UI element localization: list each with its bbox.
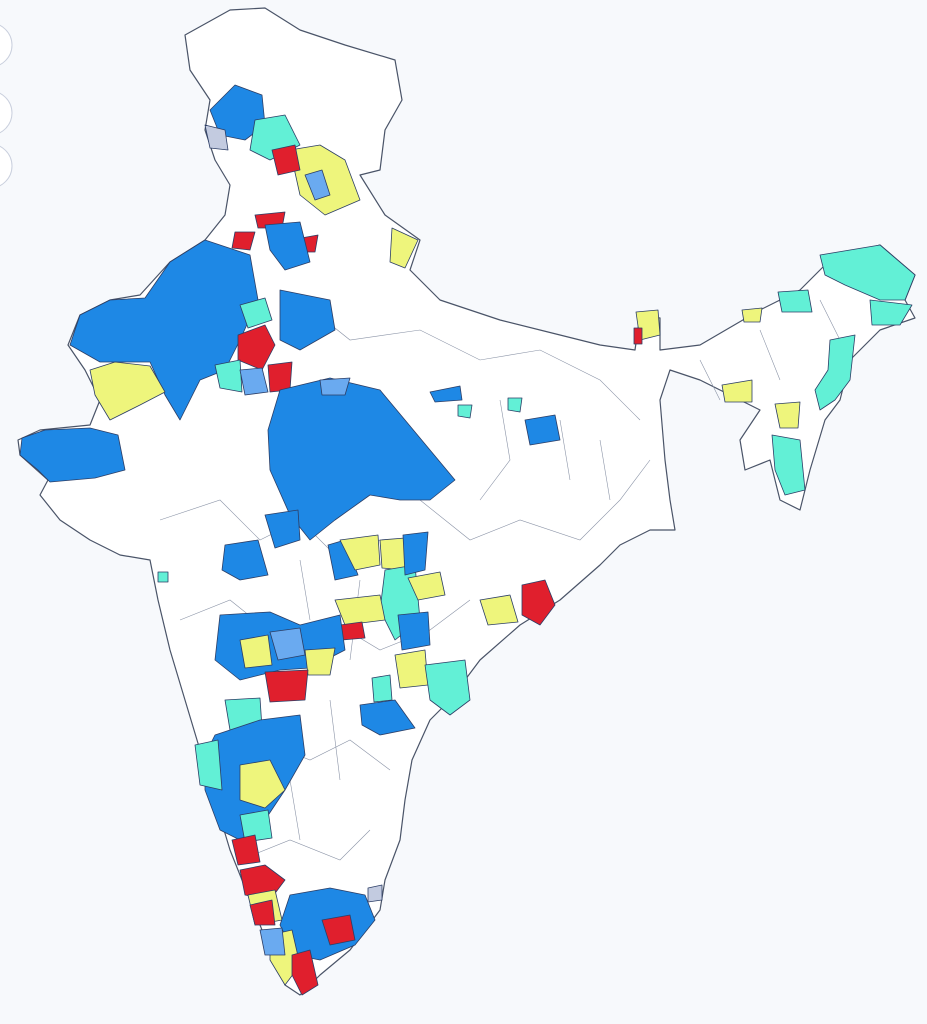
colored-districts	[19, 84, 916, 996]
district	[359, 699, 416, 736]
district	[339, 621, 366, 641]
district	[771, 434, 806, 496]
district	[204, 124, 229, 151]
district	[157, 571, 169, 583]
district	[521, 579, 556, 626]
district	[479, 594, 519, 626]
district	[291, 949, 319, 996]
district	[339, 534, 381, 571]
district	[633, 327, 643, 345]
district	[271, 144, 301, 176]
district	[327, 539, 359, 581]
district	[507, 397, 523, 413]
district	[214, 359, 243, 393]
zoom-in-button[interactable]	[0, 23, 13, 67]
district	[524, 414, 561, 446]
district	[269, 627, 306, 661]
district	[424, 659, 471, 716]
district	[869, 299, 913, 326]
district	[231, 834, 261, 866]
district	[264, 669, 309, 703]
district	[304, 169, 331, 201]
district	[249, 899, 276, 926]
district	[239, 809, 273, 843]
district	[279, 289, 336, 351]
district	[774, 401, 801, 429]
district	[371, 674, 393, 703]
district	[239, 634, 273, 669]
district	[402, 531, 429, 576]
district	[89, 361, 166, 421]
district	[819, 244, 916, 301]
reset-button[interactable]	[0, 144, 13, 188]
district	[394, 649, 429, 689]
district	[239, 297, 273, 329]
district	[367, 884, 383, 903]
district	[321, 914, 356, 946]
district	[239, 367, 269, 396]
district	[19, 427, 126, 483]
district	[304, 647, 336, 676]
district	[814, 334, 856, 411]
district	[221, 539, 269, 581]
district	[319, 377, 351, 396]
district	[389, 227, 419, 269]
district	[264, 221, 311, 271]
district	[397, 611, 431, 651]
district	[231, 231, 256, 251]
district	[69, 239, 259, 421]
district	[194, 739, 223, 791]
district	[237, 324, 276, 371]
district	[429, 385, 463, 403]
district	[741, 307, 763, 323]
district	[379, 537, 406, 571]
district	[239, 759, 286, 809]
district	[259, 927, 286, 956]
district	[334, 594, 386, 626]
district	[777, 289, 813, 313]
district	[264, 509, 301, 549]
district	[721, 379, 753, 403]
district	[267, 377, 456, 541]
district	[267, 361, 293, 393]
zoom-out-button[interactable]	[0, 91, 13, 135]
district	[407, 571, 446, 601]
district	[457, 404, 473, 419]
country-outline	[17, 7, 916, 996]
